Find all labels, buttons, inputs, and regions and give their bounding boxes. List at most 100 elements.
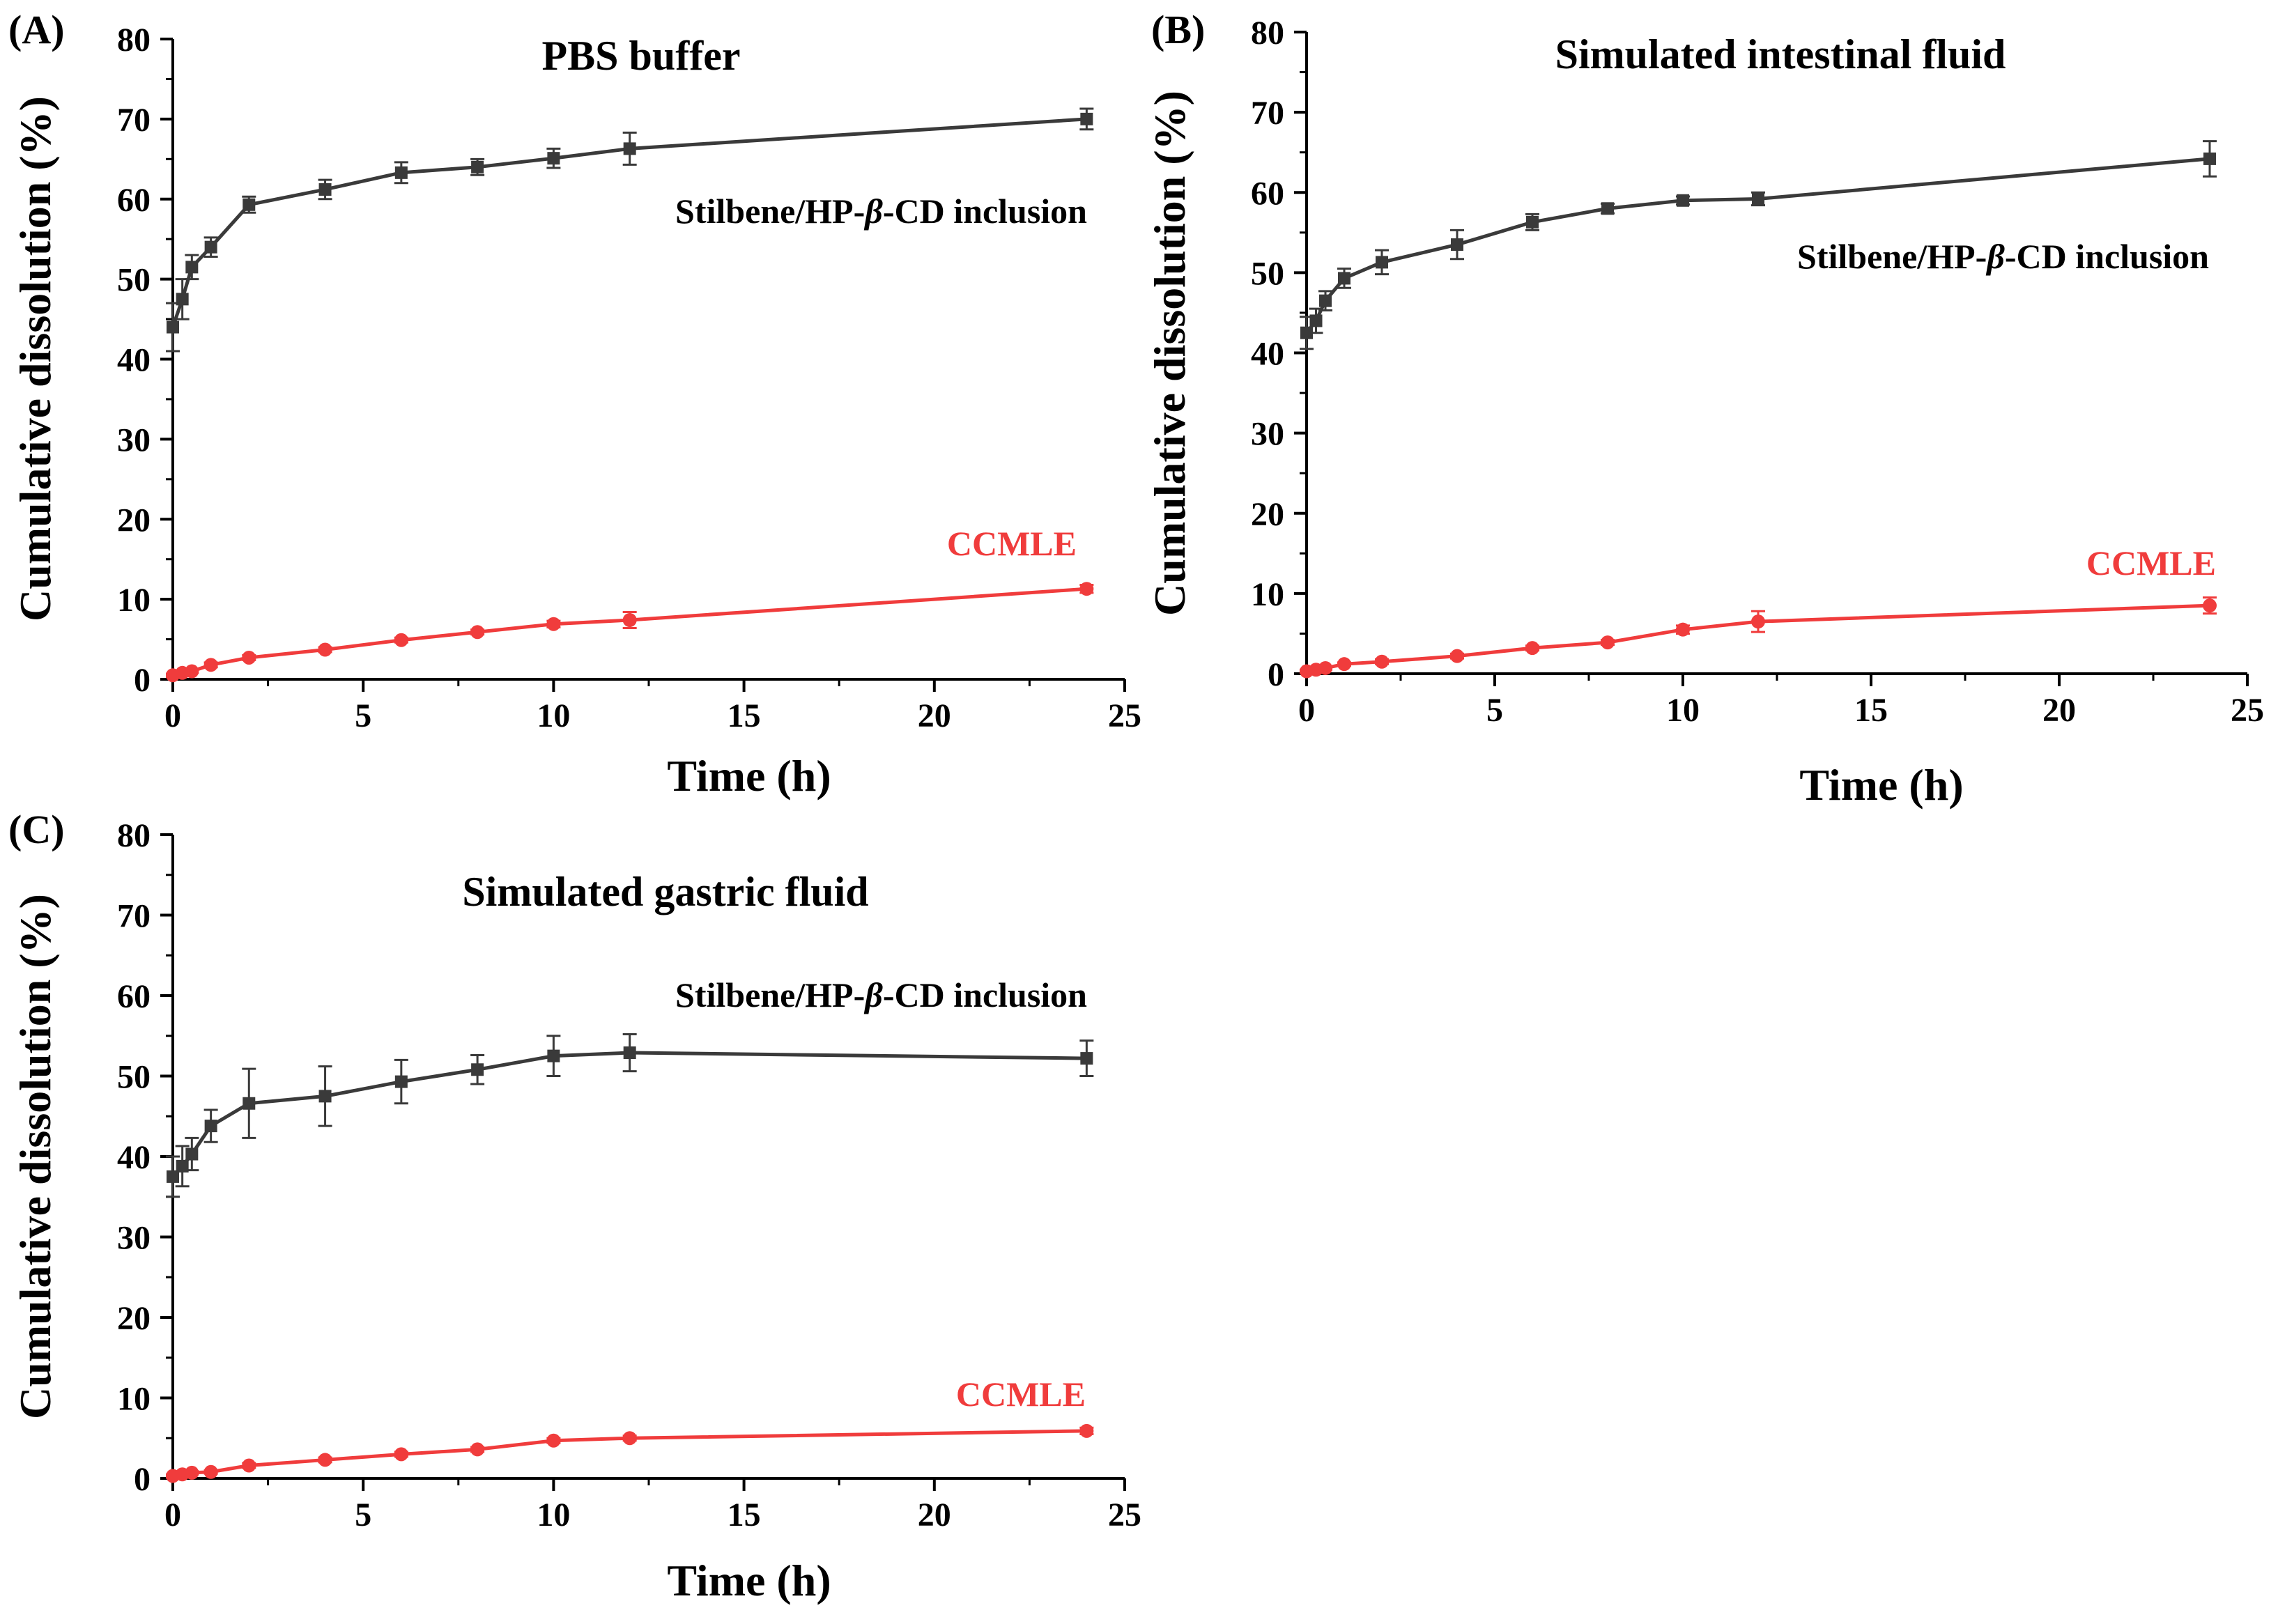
data-point	[1080, 112, 1093, 125]
series-label-part: CCMLE	[947, 524, 1077, 563]
y-axis-title: Cumulative dissolution (%)	[10, 894, 60, 1419]
data-point	[1752, 192, 1764, 206]
series-label-part: Stilbene/HP-	[1797, 237, 1987, 276]
data-point	[547, 1049, 560, 1062]
series-label-part: CCMLE	[2086, 543, 2216, 582]
data-point	[203, 1464, 218, 1479]
data-point	[242, 650, 256, 665]
data-point	[546, 617, 561, 631]
data-point	[1318, 660, 1332, 675]
y-axis-title: Cumulative dissolution (%)	[1145, 91, 1194, 616]
data-point	[1079, 582, 1094, 596]
series-label-part: Stilbene/HP-	[675, 975, 865, 1014]
x-axis-title: Time (h)	[1799, 760, 1963, 810]
y-tick-label: 80	[117, 22, 151, 59]
x-tick-label: 25	[1108, 697, 1141, 734]
y-tick-label: 70	[117, 898, 151, 935]
series-ccmle: CCMLE	[166, 524, 1094, 683]
y-tick-label: 20	[1251, 496, 1284, 533]
x-tick-label: 0	[164, 1497, 181, 1533]
series-label: Stilbene/HP-β-CD inclusion	[1797, 237, 2209, 276]
y-tick-label: 10	[117, 1381, 151, 1418]
y-tick-label: 60	[117, 182, 151, 219]
y-tick-label: 80	[117, 817, 151, 854]
series-inclusion: Stilbene/HP-β-CD inclusion	[166, 107, 1094, 353]
y-tick-label: 40	[117, 1139, 151, 1176]
series-line	[172, 587, 1087, 677]
data-point	[1080, 1052, 1093, 1065]
series-label-part: -CD inclusion	[883, 975, 1087, 1014]
data-point	[2203, 598, 2217, 613]
y-tick-label: 10	[1251, 576, 1284, 613]
x-tick-label: 5	[355, 697, 371, 734]
data-point	[176, 293, 189, 306]
data-point	[185, 1465, 199, 1480]
data-point	[547, 152, 560, 165]
data-point	[2203, 152, 2216, 165]
data-point	[622, 1431, 637, 1446]
series-inclusion: Stilbene/HP-β-CD inclusion	[166, 975, 1094, 1198]
y-tick-label: 60	[117, 978, 151, 1015]
data-point	[1079, 1423, 1094, 1438]
data-point	[203, 658, 218, 672]
x-tick-label: 15	[728, 1497, 761, 1533]
chart-panel-c: (C) Simulated gastric fluid 0 5 10 15 20 25 0 10 2…	[8, 807, 1141, 1605]
data-point	[546, 1433, 561, 1448]
data-point	[471, 160, 484, 173]
data-point	[318, 183, 332, 196]
x-tick-label: 25	[1108, 1497, 1141, 1533]
y-tick-label: 70	[1251, 95, 1284, 132]
data-point	[204, 240, 217, 254]
data-point	[471, 1063, 484, 1076]
y-tick-label: 40	[1251, 336, 1284, 373]
series-label: CCMLE	[956, 1375, 1086, 1414]
series-label-part: β	[1985, 237, 2005, 276]
y-tick-label: 50	[117, 1059, 151, 1096]
y-tick-label: 50	[1251, 255, 1284, 292]
data-point	[185, 1147, 199, 1161]
y-tick-label: 40	[117, 342, 151, 379]
x-tick-label: 10	[1666, 692, 1700, 729]
data-point	[622, 612, 637, 627]
x-tick-label: 25	[2231, 692, 2264, 729]
data-point	[318, 642, 332, 657]
y-tick-label: 80	[1251, 15, 1284, 52]
chart-panel-a: (A) PBS buffer 0 5 10 15 20 25 0 10 20 30 40 50 60 70 80…	[8, 7, 1141, 801]
x-axis-title: Time (h)	[667, 1556, 831, 1605]
data-point	[185, 664, 199, 679]
y-tick-label: 70	[117, 102, 151, 139]
y-tick-label: 50	[117, 262, 151, 299]
data-point	[243, 1097, 256, 1110]
y-tick-label: 30	[117, 1220, 151, 1257]
data-point	[1601, 635, 1615, 650]
data-point	[1338, 272, 1350, 285]
y-tick-label: 0	[1268, 656, 1284, 693]
x-axis-title: Time (h)	[667, 751, 831, 801]
series-label: CCMLE	[947, 524, 1077, 563]
data-point	[204, 1120, 217, 1133]
y-tick-label: 10	[117, 582, 151, 619]
chart-title: Simulated intestinal fluid	[1555, 31, 2006, 77]
x-tick-label: 20	[2042, 692, 2076, 729]
x-tick-label: 15	[728, 697, 761, 734]
series-label-part: Stilbene/HP-	[675, 192, 865, 231]
y-tick-label: 20	[117, 1300, 151, 1337]
chart-panel-b: (B) Simulated intestinal fluid 0 5 10 15 20 25 0…	[1145, 7, 2264, 810]
data-point	[185, 261, 199, 274]
data-point	[1677, 194, 1689, 207]
x-tick-label: 5	[1486, 692, 1503, 729]
series-label-part: β	[863, 192, 883, 231]
data-point	[394, 1075, 408, 1088]
x-tick-label: 10	[537, 1497, 570, 1533]
y-tick-label: 30	[117, 422, 151, 458]
data-point	[167, 320, 179, 334]
series-label-part: -CD inclusion	[883, 192, 1087, 231]
y-tick-label: 0	[134, 662, 151, 699]
x-tick-label: 20	[918, 1497, 951, 1533]
x-tick-label: 15	[1854, 692, 1888, 729]
data-point	[394, 633, 408, 647]
data-point	[1450, 649, 1464, 663]
data-point	[242, 1458, 256, 1473]
x-tick-label: 5	[355, 1497, 371, 1533]
